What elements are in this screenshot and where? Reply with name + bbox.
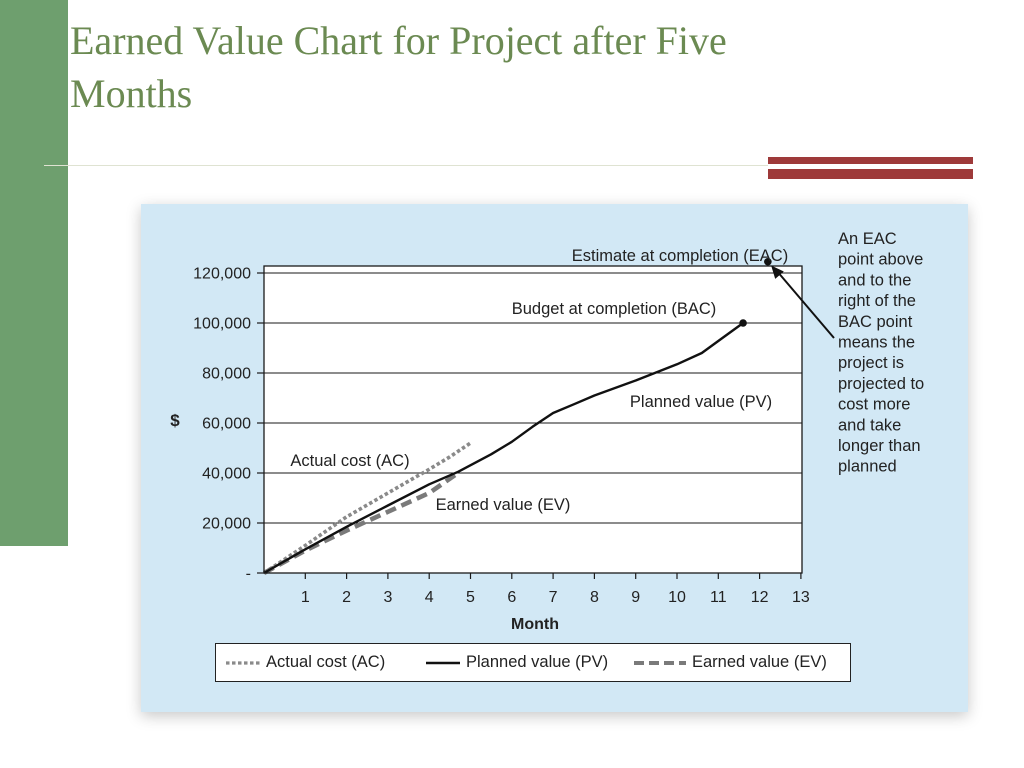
- y-tick-label: 20,000: [202, 516, 251, 533]
- y-tick-label: -: [246, 566, 251, 583]
- note-line: project is: [838, 354, 904, 372]
- note-line: BAC point: [838, 313, 913, 331]
- eac-point-marker: [764, 257, 772, 266]
- eac-label: Estimate at completion (EAC): [572, 247, 788, 265]
- accent-stripe-bottom: [768, 169, 973, 179]
- y-tick-label: 120,000: [193, 266, 251, 283]
- legend-swatch-pv: [426, 661, 460, 664]
- x-axis-label: Month: [511, 616, 559, 633]
- legend-item-pv: Planned value (PV): [426, 644, 608, 681]
- accent-stripe-top: [768, 157, 973, 164]
- legend-swatch-ev: [634, 660, 686, 665]
- x-tick-label: 2: [342, 589, 351, 606]
- x-tick-label: 5: [466, 589, 475, 606]
- slide-title: Earned Value Chart for Project after Fiv…: [70, 18, 727, 116]
- y-tick-label: 80,000: [202, 366, 251, 383]
- x-tick-label: 10: [668, 589, 686, 606]
- legend-label-pv: Planned value (PV): [466, 653, 609, 671]
- x-tick-label: 1: [301, 589, 310, 606]
- x-tick-label: 11: [710, 589, 727, 606]
- y-tick-label: 60,000: [202, 416, 251, 433]
- y-axis-label: $: [170, 411, 180, 430]
- x-tick-label: 13: [792, 589, 810, 606]
- legend-label-ev: Earned value (EV): [692, 653, 827, 671]
- note-line: means the: [838, 334, 915, 352]
- legend-label-ac: Actual cost (AC): [266, 653, 386, 671]
- eac-note-arrowhead: [771, 265, 784, 279]
- eac-explanation-note: An EAC point above and to the right of t…: [838, 230, 929, 476]
- x-tick-label: 7: [549, 589, 558, 606]
- x-tick-label: 9: [631, 589, 640, 606]
- x-tick-label: 3: [383, 589, 392, 606]
- left-accent-bar: [0, 0, 68, 546]
- note-line: and take: [838, 416, 901, 434]
- ac-line-label: Actual cost (AC): [290, 452, 409, 470]
- series-line-planned-value-pv: [263, 322, 744, 575]
- note-line: projected to: [838, 375, 924, 393]
- legend-swatch-ac: [226, 660, 260, 665]
- x-tick-label: 8: [590, 589, 599, 606]
- y-tick-label: 100,000: [193, 316, 251, 333]
- note-line: point above: [838, 251, 923, 269]
- pv-line-label: Planned value (PV): [630, 393, 772, 411]
- x-tick-label: 4: [425, 589, 434, 606]
- y-tick-label: 40,000: [202, 466, 251, 483]
- note-line: and to the: [838, 271, 911, 289]
- title-divider: [44, 165, 768, 166]
- eac-note-arrow-line: [775, 269, 835, 339]
- note-line: cost more: [838, 396, 910, 414]
- x-tick-label: 12: [751, 589, 769, 606]
- series-line-actual-cost-ac: [263, 441, 472, 575]
- note-line: planned: [838, 458, 897, 476]
- note-line: right of the: [838, 292, 916, 310]
- ev-line-label: Earned value (EV): [436, 496, 571, 514]
- bac-label: Budget at completion (BAC): [512, 300, 717, 318]
- bac-point-marker: [739, 319, 747, 327]
- note-line: longer than: [838, 437, 921, 455]
- legend-item-ev: Earned value (EV): [634, 644, 827, 681]
- plot-frame: [263, 265, 803, 574]
- legend-item-ac: Actual cost (AC): [226, 644, 385, 681]
- x-tick-label: 6: [507, 589, 516, 606]
- chart-legend: Actual cost (AC) Planned value (PV) Earn…: [215, 643, 851, 682]
- note-line: An EAC: [838, 230, 897, 248]
